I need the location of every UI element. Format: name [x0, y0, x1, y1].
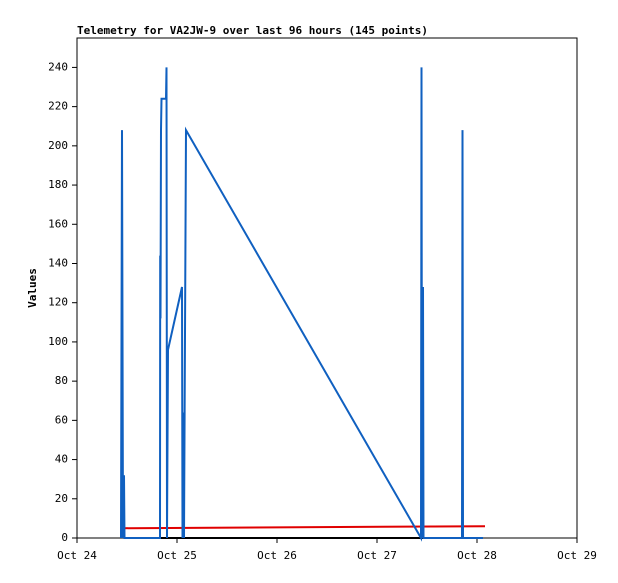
- y-tick-label: 140: [48, 256, 68, 269]
- y-axis-label: Values: [26, 268, 39, 308]
- data-line: [120, 67, 483, 542]
- y-tick-label: 80: [55, 374, 68, 387]
- x-tick-label: Oct 26: [257, 549, 297, 562]
- x-tick-label: Oct 27: [357, 549, 397, 562]
- y-tick-label: 40: [55, 453, 68, 466]
- y-tick-label: 100: [48, 335, 68, 348]
- y-tick-label: 20: [55, 492, 68, 505]
- y-tick-label: 160: [48, 217, 68, 230]
- y-tick-label: 60: [55, 413, 68, 426]
- y-tick-label: 240: [48, 60, 68, 73]
- chart-title: Telemetry for VA2JW-9 over last 96 hours…: [77, 24, 428, 37]
- x-tick-label: Oct 24: [57, 549, 97, 562]
- x-tick-label: Oct 25: [157, 549, 197, 562]
- x-tick-label: Oct 28: [457, 549, 497, 562]
- y-tick-label: 0: [61, 531, 68, 544]
- y-tick-label: 220: [48, 100, 68, 113]
- y-tick-label: 120: [48, 296, 68, 309]
- y-tick-label: 200: [48, 139, 68, 152]
- y-tick-label: 180: [48, 178, 68, 191]
- x-tick-label: Oct 29: [557, 549, 597, 562]
